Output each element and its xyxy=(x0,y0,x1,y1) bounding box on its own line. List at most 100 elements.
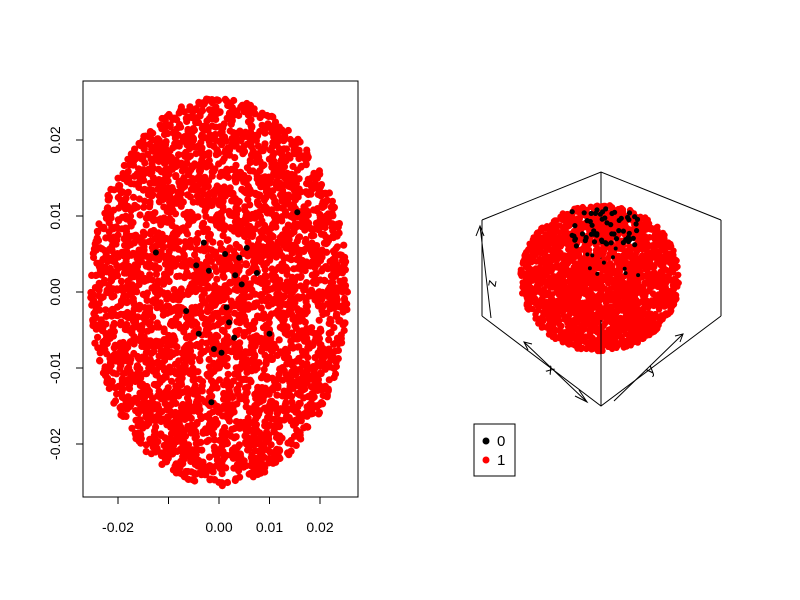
point-class-1 xyxy=(259,111,267,119)
point-class-1 xyxy=(325,329,333,337)
point-class-1 xyxy=(230,96,238,105)
point-class-1 xyxy=(146,170,154,178)
point-class-1 xyxy=(236,127,244,135)
scatter-plot-3d: z x y xyxy=(475,171,722,407)
point-class-1 xyxy=(145,133,153,141)
point-class-1 xyxy=(114,174,122,182)
point-class-1 xyxy=(153,283,161,292)
point-class-1 xyxy=(271,199,279,207)
point-class-1 xyxy=(151,402,159,410)
point-class-1 xyxy=(313,251,321,260)
point-class-1 xyxy=(199,99,207,107)
point-class-1 xyxy=(195,355,203,363)
point-class-1 xyxy=(267,224,275,232)
point-class-1 xyxy=(218,470,226,478)
point-class-1 xyxy=(335,303,343,311)
point-class-1 xyxy=(303,279,311,287)
x-tick-label: -0.02 xyxy=(102,519,134,535)
point-class-1 xyxy=(260,365,268,373)
point-class-1 xyxy=(212,462,220,470)
point-class-1 xyxy=(117,285,125,294)
point-class-1 xyxy=(186,340,194,348)
point-class-1 xyxy=(179,291,187,299)
point-class-1 xyxy=(127,219,135,227)
point-class-1 xyxy=(196,343,204,351)
point-class-1 xyxy=(192,119,200,127)
point-class-0 xyxy=(236,254,243,261)
point-class-1 xyxy=(305,176,313,184)
point-class-1 xyxy=(218,218,226,226)
point-class-1 xyxy=(211,131,219,140)
point-class-1 xyxy=(201,299,209,307)
point-class-1 xyxy=(213,456,221,464)
point-class-1 xyxy=(175,460,184,468)
point-class-1 xyxy=(104,196,112,204)
point-class-1 xyxy=(313,174,321,182)
point-class-1 xyxy=(295,251,303,259)
point-class-1 xyxy=(330,355,338,363)
point-class-1 xyxy=(194,325,202,333)
point-class-1 xyxy=(142,338,150,347)
point-class-1 xyxy=(328,223,336,231)
point-class-1 xyxy=(341,285,349,293)
point-class-0 xyxy=(210,346,217,352)
point-class-1 xyxy=(287,337,295,345)
point-class-1 xyxy=(208,122,216,130)
point-class-0 xyxy=(226,319,233,326)
point-class-1 xyxy=(275,434,283,442)
point-class-1 xyxy=(234,443,242,451)
point-class-1 xyxy=(136,211,144,219)
point-class-1 xyxy=(113,272,122,280)
point-class-1 xyxy=(142,441,150,449)
point-class-1 xyxy=(109,257,117,265)
point-class-1 xyxy=(168,222,176,230)
point-class-1 xyxy=(246,376,254,384)
point-class-1 xyxy=(246,405,254,413)
point-class-1 xyxy=(180,151,188,159)
point-class-1 xyxy=(253,332,261,340)
point-class-1 xyxy=(198,200,206,208)
point-class-1 xyxy=(114,231,122,239)
point-class-1 xyxy=(258,121,266,129)
point-class-1 xyxy=(208,172,216,180)
point-class-1 xyxy=(297,266,305,274)
point-class-1 xyxy=(131,145,139,153)
point-class-1 xyxy=(327,317,335,326)
point-class-1 xyxy=(220,433,228,441)
point-class-1 xyxy=(252,209,260,217)
point-class-1 xyxy=(243,360,251,368)
point-class-1 xyxy=(173,272,181,281)
point-class-1 xyxy=(163,437,171,445)
point-class-1 xyxy=(204,245,212,253)
point-class-1 xyxy=(252,133,261,141)
point-class-1 xyxy=(101,276,109,284)
point-class-1 xyxy=(205,355,213,364)
point-class-1 xyxy=(253,462,261,470)
point-class-1 xyxy=(231,154,239,162)
point-class-1 xyxy=(286,154,294,162)
series-0-points xyxy=(152,209,301,406)
point-class-1 xyxy=(333,312,341,320)
point-class-1 xyxy=(257,374,266,382)
point-class-1 xyxy=(229,453,237,461)
point-class-1 xyxy=(263,259,271,267)
point-class-1 xyxy=(137,431,145,439)
point-class-1 xyxy=(197,179,205,187)
point-class-0 xyxy=(152,249,159,256)
point-class-1 xyxy=(285,373,293,381)
point-class-1 xyxy=(259,343,267,351)
point-class-1 xyxy=(212,151,220,159)
point-class-1 xyxy=(167,158,176,166)
point-class-1 xyxy=(274,307,282,315)
point-class-1 xyxy=(97,294,105,302)
point-class-1 xyxy=(149,147,157,155)
point-class-1 xyxy=(207,424,215,433)
point-class-1 xyxy=(191,427,200,435)
point-class-1 xyxy=(188,111,197,120)
point-class-1 xyxy=(293,237,301,245)
point-class-1 xyxy=(117,355,125,363)
point-class-1 xyxy=(246,201,254,209)
point-class-1 xyxy=(280,173,288,181)
point-class-1 xyxy=(302,298,310,306)
point-class-1 xyxy=(124,188,132,196)
